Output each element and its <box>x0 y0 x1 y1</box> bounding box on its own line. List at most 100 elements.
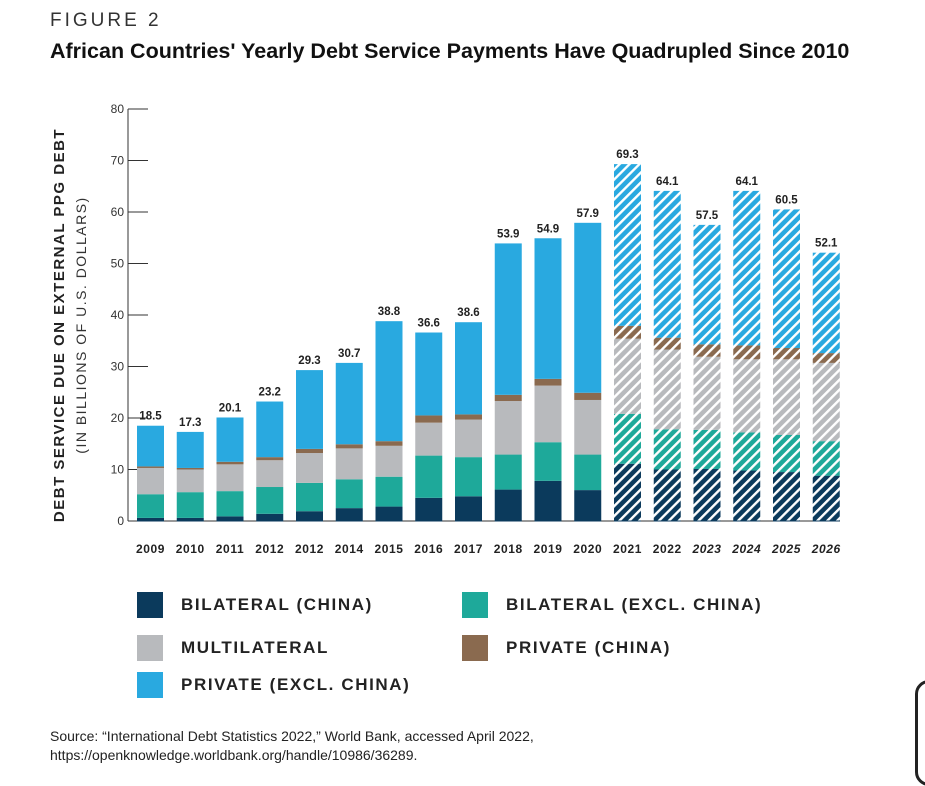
total-label: 20.1 <box>219 402 242 414</box>
bar-segment <box>375 441 403 446</box>
y-tick-label: 0 <box>117 514 124 528</box>
x-tick-label: 2016 <box>414 542 443 556</box>
bar-segment <box>375 445 403 477</box>
bar-segment <box>256 487 284 514</box>
bar-segment <box>653 349 681 430</box>
y-axis-title: DEBT SERVICE DUE ON EXTERNAL PPG DEBT (IN… <box>51 128 89 522</box>
bar-segment <box>455 414 482 420</box>
bar-segment <box>296 482 323 512</box>
bar-segment <box>335 479 363 509</box>
bar-segment <box>375 476 403 507</box>
y-tick-label: 60 <box>111 205 125 219</box>
legend-item-bilateral-excl-china: BILATERAL (EXCL. CHINA) <box>462 592 762 618</box>
y-axis-title-sub: (IN BILLIONS OF U.S. DOLLARS) <box>73 196 89 453</box>
x-tick-label: 2018 <box>494 542 523 556</box>
source-url: https://openknowledge.worldbank.org/hand… <box>50 747 418 763</box>
figure-label: FIGURE 2 <box>50 10 162 31</box>
legend-label-multilateral: MULTILATERAL <box>181 638 329 657</box>
x-tick-label: 2009 <box>136 542 165 556</box>
bar-segment <box>415 422 443 456</box>
bar-segment <box>812 353 840 363</box>
bar-segment <box>693 224 721 345</box>
y-axis-title-main: DEBT SERVICE DUE ON EXTERNAL PPG DEBT <box>51 128 68 522</box>
x-tick-label: 2014 <box>335 542 364 556</box>
bar-segment <box>653 190 681 338</box>
total-label: 53.9 <box>497 228 519 240</box>
x-axis: 2009 2010 2011 2012 2012 2014 2015 2016 2017 2018… <box>128 520 841 556</box>
total-label: 54.9 <box>537 223 559 235</box>
total-label: 18.5 <box>139 411 162 423</box>
legend-label-private-china: PRIVATE (CHINA) <box>506 638 672 657</box>
bar-segment <box>256 460 284 488</box>
bar-segment <box>216 516 244 521</box>
bar-segment <box>137 494 164 518</box>
bar-segment <box>773 209 800 348</box>
bar-segment <box>574 222 602 393</box>
chart-title: African Countries' Yearly Debt Service P… <box>50 39 850 63</box>
bar-segment <box>216 461 244 465</box>
bar-segment <box>137 517 164 521</box>
bar-segment <box>534 378 562 386</box>
x-tick-label: 2011 <box>216 542 244 556</box>
bar-segment <box>614 338 641 414</box>
total-label: 64.1 <box>656 176 679 188</box>
bar-segment <box>812 252 840 354</box>
bar-segment <box>455 322 482 415</box>
bar-segment <box>534 238 562 379</box>
bar-segment <box>494 243 522 395</box>
y-tick-label: 10 <box>111 463 125 477</box>
total-label: 64.1 <box>736 176 759 188</box>
y-tick-label: 70 <box>111 154 125 168</box>
bar-segment <box>375 506 403 521</box>
bar-segment <box>653 469 681 521</box>
x-tick-label: 2020 <box>573 542 602 556</box>
bar-segment <box>494 454 522 490</box>
bar-segment <box>335 444 363 449</box>
x-tick-label: 2012 <box>295 542 324 556</box>
bar-segment <box>693 468 721 521</box>
bar-segment <box>614 164 641 326</box>
bar-segment <box>176 492 204 518</box>
total-label: 69.3 <box>616 149 638 161</box>
bar-segment <box>693 356 721 430</box>
legend-label-bilateral-china: BILATERAL (CHINA) <box>181 595 373 614</box>
y-tick-label: 50 <box>111 257 125 271</box>
bar-segment <box>773 434 800 473</box>
bar-segment <box>335 508 363 521</box>
bar-segment <box>733 345 761 360</box>
bar-segment <box>216 464 244 492</box>
x-tick-label: 2026 <box>811 542 841 556</box>
bar-segment <box>773 347 800 360</box>
x-tick-label: 2023 <box>691 542 721 556</box>
bar-segment <box>256 401 284 458</box>
legend-swatch-private-china <box>462 635 488 661</box>
bar-segment <box>614 325 641 339</box>
bar-segment <box>256 513 284 521</box>
bar-segment <box>455 457 482 497</box>
x-tick-label: 2022 <box>653 542 682 556</box>
bar-segment <box>812 362 840 442</box>
bar-segment <box>574 392 602 400</box>
total-label: 57.5 <box>696 210 719 222</box>
legend-item-bilateral-china: BILATERAL (CHINA) <box>137 592 373 618</box>
bar-segment <box>574 454 602 491</box>
y-tick-label: 80 <box>111 102 125 116</box>
bar-segment <box>494 489 522 521</box>
x-tick-label: 2010 <box>176 542 205 556</box>
total-labels-layer: 18.5 17.3 20.1 23.2 29.3 30.7 38.8 36.6 38.6 53.9… <box>139 149 838 429</box>
legend-item-private-excl-china: PRIVATE (EXCL. CHINA) <box>137 672 410 698</box>
x-tick-label: 2019 <box>533 542 562 556</box>
bar-segment <box>614 413 641 464</box>
bar-segment <box>534 385 562 443</box>
total-label: 52.1 <box>815 238 838 250</box>
total-label: 60.5 <box>775 194 798 206</box>
bar-segment <box>773 472 800 521</box>
bar-segment <box>415 332 443 416</box>
bar-segment <box>733 470 761 521</box>
bar-segment <box>415 497 443 521</box>
total-label: 38.8 <box>378 306 401 318</box>
bar-segment <box>494 394 522 402</box>
legend-swatch-bilateral-excl-china <box>462 592 488 618</box>
bar-segment <box>415 415 443 423</box>
total-label: 57.9 <box>577 208 599 220</box>
